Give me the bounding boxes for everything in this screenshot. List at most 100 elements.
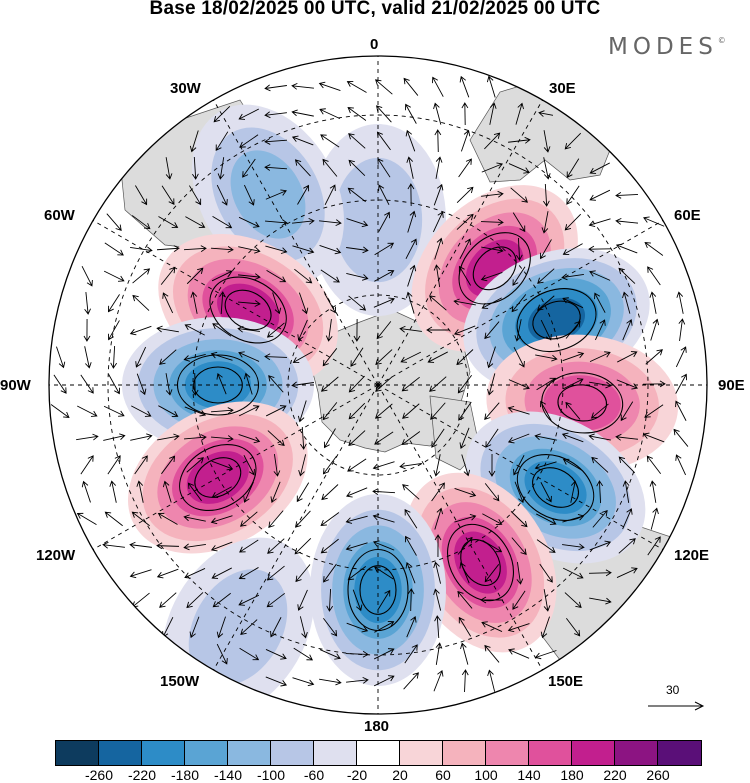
wind-vector-arrow [158, 216, 179, 229]
modes-logo: MODES© [608, 34, 726, 60]
contour-layer [176, 232, 624, 632]
africa-land [469, 79, 611, 183]
wind-vector-arrow [134, 455, 148, 475]
wind-vector-arrow [453, 298, 476, 306]
wind-vector-arrow [239, 647, 260, 661]
colorbar [55, 740, 702, 766]
wind-vector-arrow [676, 291, 684, 314]
wind-vector-arrow [243, 481, 254, 503]
wind-vector-arrow [324, 293, 337, 314]
wind-vector-arrow [534, 650, 557, 660]
wind-vector-arrow [212, 592, 231, 608]
wind-vector-arrow [484, 132, 501, 150]
wind-vector-arrow [103, 270, 125, 282]
wind-vector-arrow [402, 403, 420, 419]
wind-vector-arrow [159, 592, 177, 608]
wind-vector-arrow [353, 318, 361, 342]
wind-vector-arrow [480, 218, 504, 226]
wind-vector-arrow [189, 130, 199, 153]
colorbar-swatch [443, 741, 486, 765]
colorbar-tick-label: -220 [127, 767, 157, 783]
wind-vector-arrow [188, 185, 202, 206]
wind-vector-arrow [104, 242, 124, 256]
wind-vector-arrow [566, 617, 581, 637]
wind-vector-arrow [240, 619, 258, 635]
wind-vector-arrow [323, 428, 336, 449]
graticule [49, 56, 707, 714]
wind-vector-arrow [562, 243, 583, 256]
wind-vector-arrow [642, 380, 666, 388]
wind-vector-arrow [620, 401, 634, 422]
wind-vector-arrow [622, 319, 633, 341]
wind-vector-arrow [183, 514, 206, 522]
wind-vector-arrow [481, 162, 504, 173]
wind-vector-arrow [299, 616, 308, 639]
wind-vector-arrow [373, 297, 395, 308]
wind-vector-arrow [268, 375, 284, 393]
wind-vector-arrow [589, 162, 610, 174]
wind-vector-arrow [589, 381, 612, 389]
wind-vector-arrow [156, 325, 179, 333]
wind-vector-arrow [135, 346, 147, 368]
wind-vector-arrow [266, 269, 287, 283]
wind-vector-arrow [562, 543, 585, 551]
wind-vector-arrow [129, 325, 152, 336]
wind-vector-arrow [536, 377, 557, 391]
wind-vector-arrow [322, 158, 338, 177]
wind-vector-arrow [106, 213, 122, 231]
wind-vector-arrow [486, 75, 496, 98]
lon-label-90e: 90E [718, 377, 745, 394]
wind-vector-arrow [507, 433, 530, 444]
wind-vector-arrow [211, 435, 234, 442]
wind-vector-arrow [77, 405, 98, 417]
wind-vector-arrow [405, 561, 416, 584]
wind-vector-arrow [377, 589, 391, 610]
wind-vector-arrow [110, 345, 118, 369]
wind-vector-arrow [243, 184, 255, 206]
wind-vector-arrow [372, 488, 396, 495]
wind-vector-arrow [588, 569, 612, 577]
wind-vector-arrow [406, 291, 415, 314]
wind-vector-arrow [320, 269, 340, 283]
wind-vector-arrow [646, 455, 662, 475]
wind-vector-arrow [484, 321, 500, 340]
colorbar-swatch [658, 741, 701, 765]
wind-vector-arrow [589, 351, 611, 363]
colorbar-tick-label: 60 [435, 767, 451, 783]
wind-vector-arrow [454, 514, 477, 523]
wind-vector-arrow [480, 271, 503, 282]
wind-vector-arrow [453, 325, 476, 336]
wind-vector-arrow [535, 354, 558, 362]
lon-label-120e: 120E [674, 547, 710, 564]
wind-vector-arrow [136, 480, 144, 503]
wind-vector-arrow [318, 81, 341, 91]
wind-vector-arrow [399, 325, 422, 333]
wind-vector-arrow [297, 589, 308, 611]
wind-vector-arrow [374, 403, 393, 419]
wind-vector-arrow [165, 373, 173, 396]
wind-vector-arrow [649, 480, 657, 503]
wind-vector-arrow [215, 131, 229, 152]
wind-vector-arrow [345, 542, 368, 552]
wind-vector-arrow [184, 324, 205, 336]
wind-vector-arrow [540, 616, 550, 639]
wind-vector-arrow [243, 372, 253, 395]
wind-vector-arrow [212, 215, 233, 229]
colorbar-swatch [185, 741, 228, 765]
wind-vector-arrow [433, 561, 442, 584]
wind-vector-arrow [84, 346, 92, 369]
wind-vector-arrow [348, 430, 366, 447]
wind-vector-arrow [458, 616, 472, 637]
wind-vector-arrow [461, 669, 469, 693]
wind-vector-arrow [615, 243, 638, 254]
wind-vector-arrow [589, 597, 612, 605]
colorbar-tick-label: 100 [474, 767, 498, 783]
wind-vector-arrow [516, 562, 524, 585]
wind-vector-arrow [323, 617, 338, 637]
wind-vector-arrow [540, 319, 552, 341]
wind-vector-arrow [268, 510, 284, 529]
wind-vector-arrow [459, 75, 470, 98]
wind-vector-arrow [129, 569, 152, 579]
wind-vector-arrow [431, 428, 445, 448]
brand-name: MODES [608, 34, 718, 60]
